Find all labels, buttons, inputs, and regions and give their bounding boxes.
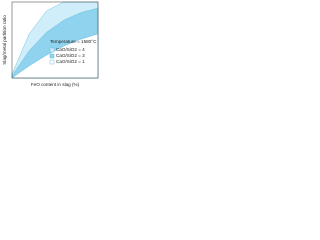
legend-swatch — [49, 59, 55, 65]
y-axis-label: Slag/metal partition ratio — [2, 15, 7, 65]
legend-label: CaO/SiO2 = 4 — [56, 47, 85, 52]
legend-swatch — [49, 47, 55, 53]
chart: FeO content in slag (%) Slag/metal parti… — [2, 1, 99, 87]
x-axis-label: FeO content in slag (%) — [31, 82, 80, 87]
annotation: Temperature = 1580°C — [50, 39, 97, 44]
legend-label: CaO/SiO2 = 3 — [56, 53, 85, 58]
plot-frame — [11, 1, 99, 79]
legend-label: CaO/SiO2 = 1 — [56, 59, 85, 64]
legend-swatch — [49, 53, 55, 59]
